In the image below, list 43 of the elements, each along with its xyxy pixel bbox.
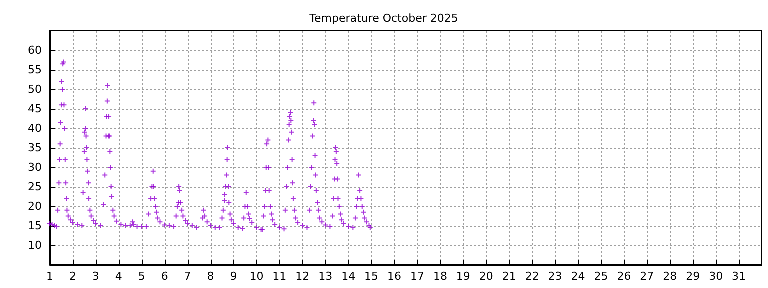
x-tick-label: 24 <box>571 270 586 283</box>
y-tick-label: 10 <box>28 239 42 252</box>
x-tick-label: 29 <box>686 270 700 283</box>
x-tick-label: 12 <box>296 270 310 283</box>
y-tick-label: 25 <box>28 180 42 194</box>
y-tick-label: 15 <box>28 220 42 232</box>
chart-title: Temperature October 2025 <box>308 12 458 25</box>
x-tick-label: 27 <box>640 270 654 283</box>
x-tick-label: 9 <box>230 270 238 283</box>
x-tick-label: 5 <box>138 270 146 283</box>
x-tick-label: 21 <box>502 270 516 283</box>
y-tick-label: 45 <box>28 102 42 116</box>
x-tick-label: 22 <box>525 270 540 283</box>
x-tick-label: 28 <box>663 270 678 283</box>
x-tick-label: 14 <box>342 270 356 283</box>
x-tick-label: 11 <box>272 270 287 283</box>
x-tick-label: 2 <box>69 270 76 283</box>
x-tick-label: 20 <box>479 270 494 283</box>
x-tick-label: 1 <box>46 270 54 283</box>
y-tick-label: 50 <box>28 83 42 96</box>
x-tick-label: 15 <box>364 270 379 283</box>
x-tick-label: 8 <box>207 270 214 283</box>
x-tick-label: 16 <box>388 270 402 283</box>
x-tick-label: 31 <box>732 270 746 283</box>
x-tick-label: 30 <box>709 270 724 283</box>
x-tick-label: 7 <box>184 270 192 283</box>
x-tick-label: 4 <box>115 270 122 283</box>
y-tick-label: 40 <box>28 122 42 135</box>
x-tick-label: 6 <box>161 270 168 283</box>
x-tick-label: 23 <box>548 270 562 283</box>
y-tick-label: 20 <box>28 200 42 213</box>
x-tick-label: 13 <box>318 270 333 283</box>
x-tick-label: 17 <box>410 270 424 283</box>
x-tick-label: 3 <box>92 270 100 283</box>
x-tick-label: 26 <box>617 270 632 283</box>
y-tick-label: 55 <box>28 64 42 76</box>
x-tick-label: 25 <box>594 270 608 283</box>
y-tick-label: 35 <box>28 142 42 154</box>
x-tick-label: 19 <box>456 270 470 283</box>
y-tick-label: 30 <box>28 161 42 174</box>
x-tick-label: 18 <box>433 270 448 283</box>
y-tick-label: 60 <box>28 44 42 57</box>
x-tick-label: 10 <box>250 270 264 283</box>
